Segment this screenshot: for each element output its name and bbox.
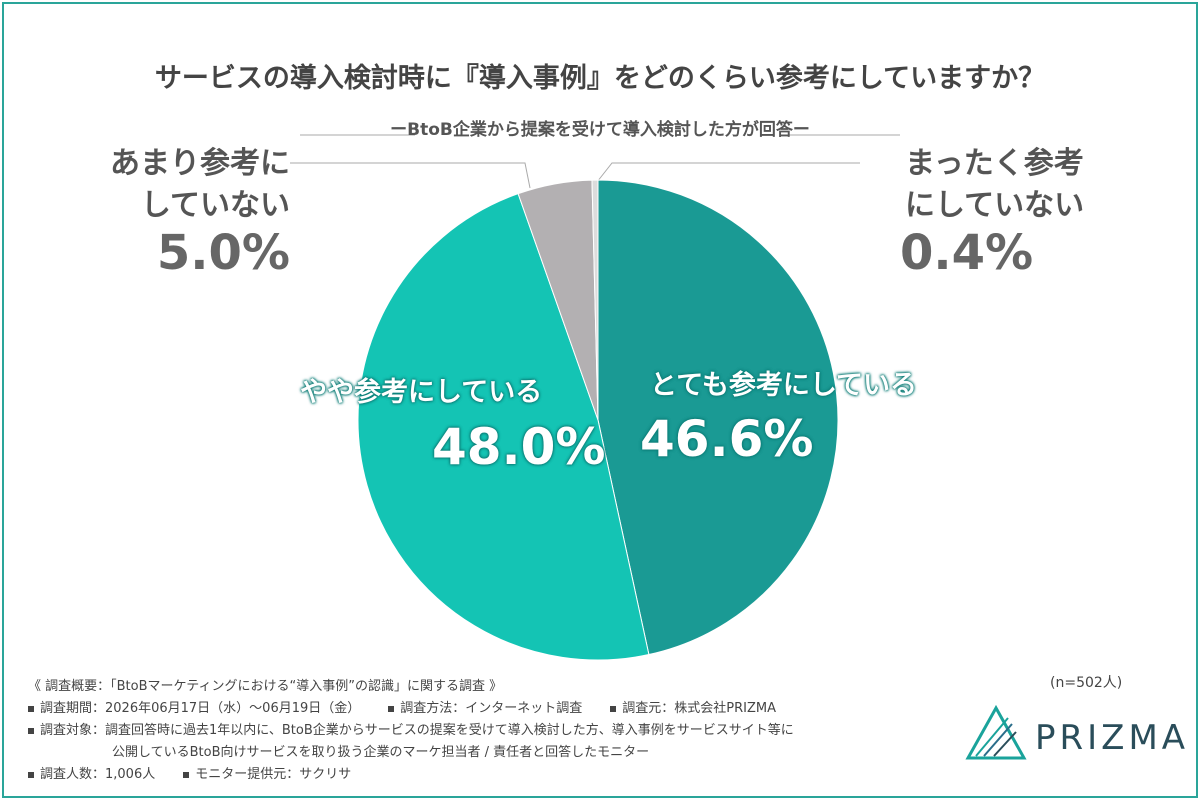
- note-text: 公開しているBtoB向けサービスを取り扱う企業のマーケ担当者 / 責任者と回答し…: [112, 745, 650, 760]
- note-row: 調査人数：1,006人 モニター提供元：サクリサ: [28, 764, 822, 786]
- value-label: 48.0%: [432, 418, 606, 476]
- note-text: 調査方法：インターネット調査: [388, 701, 582, 716]
- pie-slice: [597, 179, 839, 656]
- note-text: 調査元：株式会社PRIZMA: [610, 701, 776, 716]
- value-label: 0.4%: [900, 225, 1034, 281]
- slice-label: とても参考にしている: [650, 370, 918, 401]
- pie-slice: [591, 179, 599, 421]
- survey-notes: 《 調査概要：「BtoBマーケティングにおける“導入事例”の認識」に関する調査 …: [28, 676, 822, 786]
- brand-logo: [965, 704, 1027, 760]
- value-label: 46.6%: [640, 410, 814, 468]
- leader-line: [290, 162, 531, 189]
- slice-label: まったく参考にしていない: [905, 146, 1085, 223]
- note-row: 《 調査概要：「BtoBマーケティングにおける“導入事例”の認識」に関する調査 …: [28, 676, 822, 698]
- note-row: 調査対象：調査回答時に過去1年以内に、BtoB企業からサービスの提案を受けて導入…: [28, 720, 822, 742]
- brand-name: PRIZMA: [1035, 718, 1190, 758]
- value-label: 5.0%: [156, 225, 290, 281]
- note-row: 公開しているBtoB向けサービスを取り扱う企業のマーケ担当者 / 責任者と回答し…: [28, 742, 822, 764]
- chart-subtitle: ーBtoB企業から提案を受けて導入検討した方が回答ー: [390, 120, 810, 140]
- note-text: 調査期間：2026年06月17日（水）〜06月19日（金）: [28, 701, 360, 716]
- pie-slice: [357, 193, 650, 661]
- slice-label: あまり参考にしていない: [110, 146, 290, 223]
- chart-title: サービスの導入検討時に『導入事例』をどのくらい参考にしていますか？: [154, 63, 1046, 94]
- leader-line: [596, 162, 860, 183]
- note-text: モニター提供元：サクリサ: [183, 767, 351, 782]
- note-row: 調査期間：2026年06月17日（水）〜06月19日（金） 調査方法：インターネッ…: [28, 698, 822, 720]
- note-text: 調査人数：1,006人: [28, 767, 155, 782]
- note-text: 調査対象：調査回答時に過去1年以内に、BtoB企業からサービスの提案を受けて導入…: [28, 723, 794, 738]
- note-text: 《 調査概要：「BtoBマーケティングにおける“導入事例”の認識」に関する調査 …: [28, 679, 503, 694]
- sample-note: (n=502人): [1050, 675, 1123, 691]
- slice-label: やや参考にしている: [300, 377, 543, 408]
